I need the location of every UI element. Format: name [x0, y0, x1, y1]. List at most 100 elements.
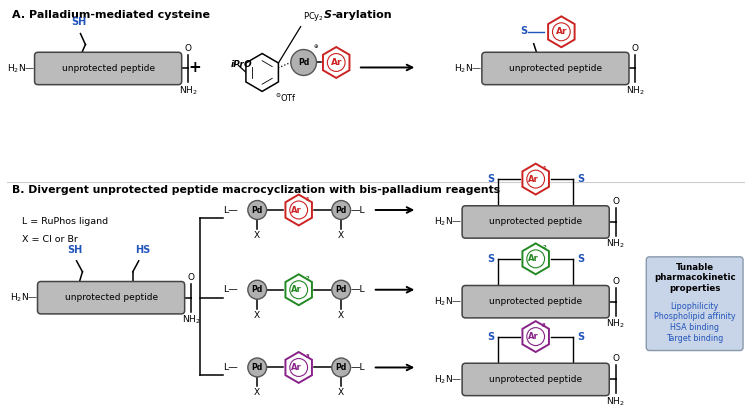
Text: A. Palladium-mediated cysteine: A. Palladium-mediated cysteine: [13, 10, 214, 20]
Text: L = RuPhos ligand: L = RuPhos ligand: [22, 218, 108, 226]
Circle shape: [248, 358, 267, 377]
Text: Pd: Pd: [335, 285, 347, 294]
FancyBboxPatch shape: [462, 206, 610, 238]
Text: X: X: [338, 231, 344, 240]
FancyBboxPatch shape: [34, 52, 182, 85]
Text: NH$_2$: NH$_2$: [607, 238, 625, 250]
Text: SH: SH: [71, 17, 86, 26]
Text: NH$_2$: NH$_2$: [179, 84, 197, 97]
Text: Phospholipid affinity: Phospholipid affinity: [654, 312, 736, 321]
Text: +: +: [189, 60, 202, 75]
Text: Ar: Ar: [330, 58, 342, 67]
Text: PCy$_2$: PCy$_2$: [303, 10, 323, 23]
Text: 1: 1: [306, 197, 309, 202]
Text: X: X: [338, 388, 344, 397]
Polygon shape: [246, 53, 279, 92]
Text: X: X: [254, 311, 260, 320]
Polygon shape: [323, 47, 350, 78]
Text: B. Divergent unprotected peptide macrocyclization with bis-palladium reagents: B. Divergent unprotected peptide macrocy…: [13, 185, 500, 195]
Text: HSA binding: HSA binding: [670, 323, 719, 332]
Text: HS: HS: [135, 245, 150, 255]
Text: unprotected peptide: unprotected peptide: [489, 297, 582, 306]
Text: iPrO: iPrO: [231, 60, 252, 69]
Text: S: S: [577, 174, 584, 184]
Text: Ar: Ar: [291, 205, 302, 215]
FancyBboxPatch shape: [37, 281, 185, 314]
Text: Ar: Ar: [528, 175, 539, 184]
Text: S: S: [577, 331, 584, 341]
Text: 1: 1: [542, 165, 546, 171]
Text: Ar: Ar: [528, 332, 539, 341]
Text: 2: 2: [306, 276, 309, 281]
Text: O: O: [612, 354, 619, 363]
Text: X = Cl or Br: X = Cl or Br: [22, 235, 78, 244]
Text: X: X: [254, 388, 260, 397]
Polygon shape: [522, 164, 549, 194]
Text: Ar: Ar: [556, 27, 567, 36]
Text: Ar: Ar: [528, 255, 539, 263]
Text: O: O: [185, 44, 191, 52]
Text: SH: SH: [67, 245, 82, 255]
Circle shape: [291, 50, 317, 76]
Text: Target binding: Target binding: [666, 334, 723, 343]
Text: Tunable
pharmacokinetic
properties: Tunable pharmacokinetic properties: [654, 263, 736, 293]
Text: —L: —L: [351, 205, 366, 215]
Polygon shape: [548, 16, 574, 47]
Circle shape: [248, 280, 267, 299]
Text: S: S: [487, 254, 495, 264]
Text: O: O: [187, 273, 194, 282]
Circle shape: [332, 280, 350, 299]
Text: O: O: [612, 197, 619, 206]
Circle shape: [332, 200, 350, 220]
Polygon shape: [285, 352, 312, 383]
Text: 2: 2: [542, 245, 546, 250]
Text: Pd: Pd: [252, 285, 263, 294]
Text: H$_2$N—: H$_2$N—: [434, 216, 462, 228]
FancyBboxPatch shape: [462, 286, 610, 318]
Text: unprotected peptide: unprotected peptide: [509, 64, 602, 73]
Text: H$_2$N—: H$_2$N—: [10, 291, 38, 304]
Text: unprotected peptide: unprotected peptide: [61, 64, 155, 73]
Text: O: O: [612, 277, 619, 286]
Text: S: S: [487, 174, 495, 184]
Text: X: X: [338, 311, 344, 320]
Text: NH$_2$: NH$_2$: [626, 84, 645, 97]
Text: $^{\oplus}$: $^{\oplus}$: [312, 44, 319, 52]
Text: L—: L—: [223, 363, 238, 372]
Text: NH$_2$: NH$_2$: [607, 395, 625, 408]
Text: unprotected peptide: unprotected peptide: [64, 293, 158, 302]
Text: H$_2$N—: H$_2$N—: [7, 62, 35, 75]
Text: -arylation: -arylation: [331, 10, 392, 20]
Text: H$_2$N—: H$_2$N—: [434, 295, 462, 308]
Text: $^{\ominus}$OTf: $^{\ominus}$OTf: [275, 92, 297, 104]
Text: L—: L—: [223, 285, 238, 294]
Text: NH$_2$: NH$_2$: [182, 314, 200, 326]
Text: H$_2$N—: H$_2$N—: [434, 373, 462, 386]
Text: Pd: Pd: [335, 205, 347, 215]
FancyBboxPatch shape: [482, 52, 629, 85]
Text: 3: 3: [306, 354, 309, 359]
Text: Pd: Pd: [252, 205, 263, 215]
Text: —L: —L: [351, 363, 366, 372]
Text: X: X: [254, 231, 260, 240]
Text: Lipophilicity: Lipophilicity: [671, 302, 719, 311]
Text: O: O: [632, 44, 639, 52]
Text: Ar: Ar: [291, 363, 302, 372]
Text: S: S: [520, 26, 527, 36]
FancyBboxPatch shape: [646, 257, 743, 351]
Text: Pd: Pd: [252, 363, 263, 372]
FancyBboxPatch shape: [462, 363, 610, 396]
Text: —L: —L: [351, 285, 366, 294]
Text: S: S: [487, 331, 495, 341]
Text: Pd: Pd: [335, 363, 347, 372]
Circle shape: [332, 358, 350, 377]
Polygon shape: [285, 194, 312, 226]
Text: S: S: [577, 254, 584, 264]
Text: L—: L—: [223, 205, 238, 215]
Polygon shape: [522, 243, 549, 274]
Text: S: S: [323, 10, 332, 20]
Text: Pd: Pd: [298, 58, 309, 67]
Text: NH$_2$: NH$_2$: [607, 318, 625, 330]
Circle shape: [248, 200, 267, 220]
Text: unprotected peptide: unprotected peptide: [489, 218, 582, 226]
